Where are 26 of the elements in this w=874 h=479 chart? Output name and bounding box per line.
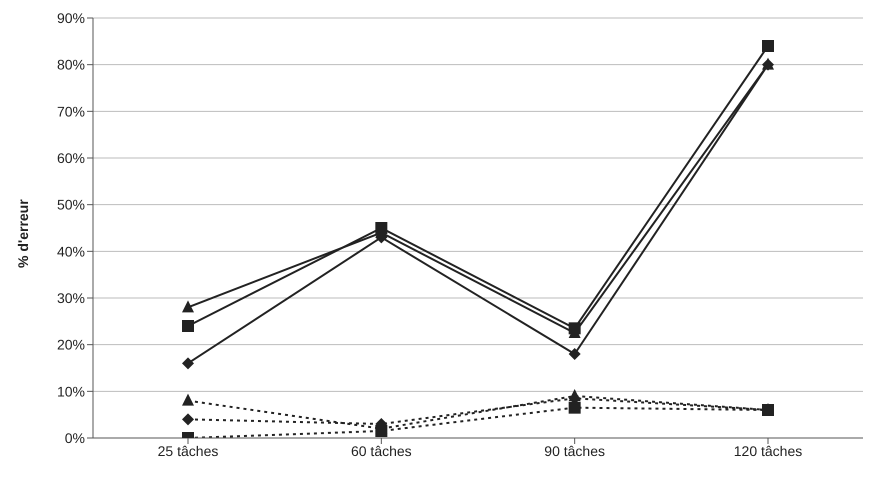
point — [762, 40, 774, 52]
point — [182, 300, 194, 312]
y-tick-label: 60% — [56, 150, 85, 166]
y-tick-label: 90% — [56, 10, 85, 26]
point — [375, 425, 388, 437]
point — [568, 402, 581, 414]
x-tick-label: 25 tâches — [158, 442, 218, 459]
point — [375, 222, 388, 234]
point — [182, 320, 194, 332]
x-tick-label: 90 tâches — [544, 442, 606, 459]
x-tick-label: 120 tâches — [734, 442, 802, 459]
y-tick-label: 40% — [56, 243, 85, 260]
point — [568, 322, 581, 334]
point — [182, 357, 194, 370]
y-tick-label: 10% — [56, 383, 85, 400]
y-tick-label: 30% — [56, 290, 85, 306]
y-tick-label: 70% — [56, 103, 85, 120]
y-tick-label: 0% — [64, 430, 85, 446]
x-tick-label: 60 tâches — [350, 442, 412, 459]
y-tick-label: 20% — [56, 336, 85, 353]
point — [568, 348, 581, 360]
y-tick-label: 80% — [56, 56, 85, 73]
y-tick-label: 50% — [56, 196, 85, 213]
point — [182, 394, 194, 406]
y-axis-title: % d'erreur — [14, 198, 31, 268]
point — [182, 413, 194, 426]
